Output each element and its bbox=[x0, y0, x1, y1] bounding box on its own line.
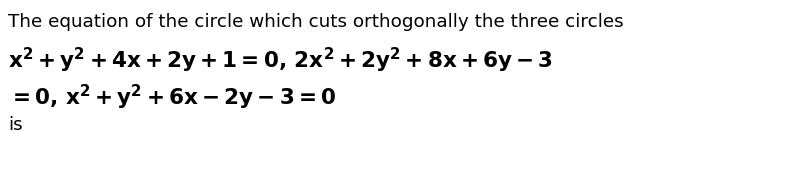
Text: The equation of the circle which cuts orthogonally the three circles: The equation of the circle which cuts or… bbox=[8, 13, 624, 31]
Text: is: is bbox=[8, 116, 22, 134]
Text: $\mathbf{x^2+y^2+4x+2y+1=0,\,2x^2+2y^2+8x+6y-3}$: $\mathbf{x^2+y^2+4x+2y+1=0,\,2x^2+2y^2+8… bbox=[8, 46, 553, 75]
Text: $\mathbf{=0,\,x^2+y^2+6x-2y-3=0}$: $\mathbf{=0,\,x^2+y^2+6x-2y-3=0}$ bbox=[8, 83, 336, 112]
